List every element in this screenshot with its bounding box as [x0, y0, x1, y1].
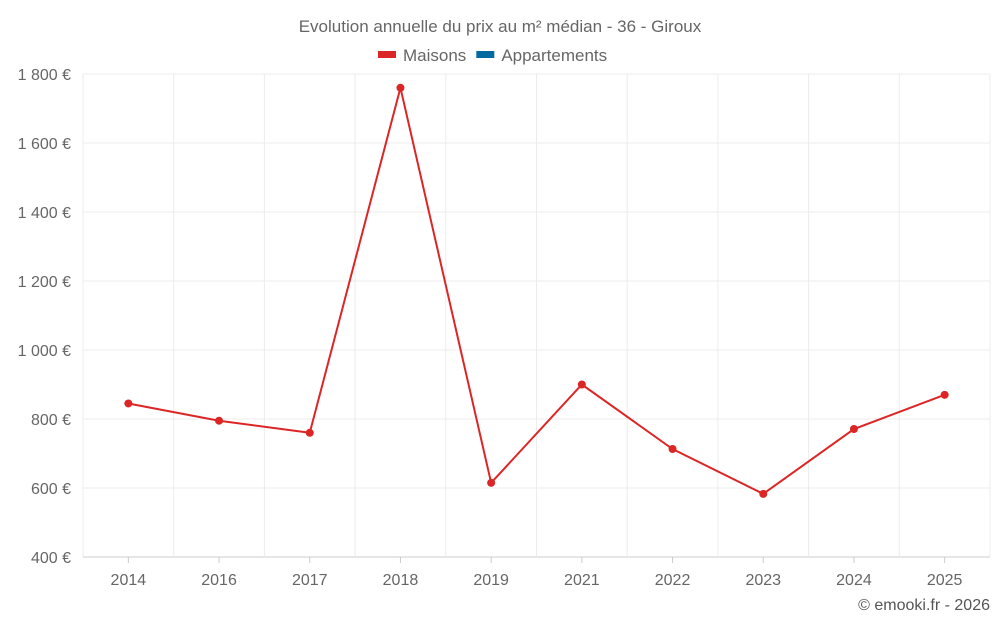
x-tick-label: 2018 — [383, 572, 419, 589]
legend-swatch — [378, 51, 396, 58]
y-tick-label: 600 € — [31, 481, 71, 498]
y-axis: 400 € 600 € 800 € 1 000 € 1 200 € 1 400 € 1 60… — [18, 67, 71, 567]
y-tick-label: 1 400 € — [18, 205, 71, 222]
x-tick-label: 2025 — [927, 572, 963, 589]
data-point[interactable] — [396, 83, 405, 92]
legend-label[interactable]: Maisons — [403, 46, 466, 65]
series — [124, 83, 949, 498]
y-tick-label: 1 600 € — [18, 136, 71, 153]
data-point[interactable] — [305, 428, 314, 437]
credit: © emooki.fr - 2026 — [858, 597, 990, 614]
x-tick-label: 2023 — [745, 572, 781, 589]
data-point[interactable] — [668, 445, 677, 454]
legend-swatch — [476, 51, 495, 58]
chart-title: Evolution annuelle du prix au m² médian … — [299, 17, 702, 36]
grid — [82, 73, 991, 558]
x-tick-label: 2024 — [836, 572, 872, 589]
data-point[interactable] — [215, 416, 224, 425]
x-tick-label: 2014 — [111, 572, 147, 589]
y-tick-label: 1 800 € — [18, 67, 71, 84]
y-tick-label: 800 € — [31, 412, 71, 429]
y-tick-label: 1 200 € — [18, 274, 71, 291]
data-point[interactable] — [577, 380, 586, 389]
data-point[interactable] — [487, 478, 496, 487]
x-axis: 2014 2016 2017 2018 2019 2021 2022 2023 2024 2025 — [111, 557, 963, 589]
x-tick-label: 2016 — [201, 572, 237, 589]
data-point[interactable] — [124, 399, 133, 408]
x-tick-label: 2019 — [473, 572, 509, 589]
legend-label[interactable]: Appartements — [501, 46, 607, 65]
data-point[interactable] — [940, 390, 949, 399]
x-tick-label: 2017 — [292, 572, 328, 589]
data-point[interactable] — [759, 489, 768, 498]
y-tick-label: 1 000 € — [18, 343, 71, 360]
y-tick-label: 400 € — [31, 550, 71, 567]
data-point[interactable] — [849, 425, 858, 434]
x-tick-label: 2021 — [564, 572, 600, 589]
x-tick-label: 2022 — [655, 572, 691, 589]
legend: Maisons Appartements — [378, 46, 607, 65]
series-line-maisons — [128, 87, 946, 496]
